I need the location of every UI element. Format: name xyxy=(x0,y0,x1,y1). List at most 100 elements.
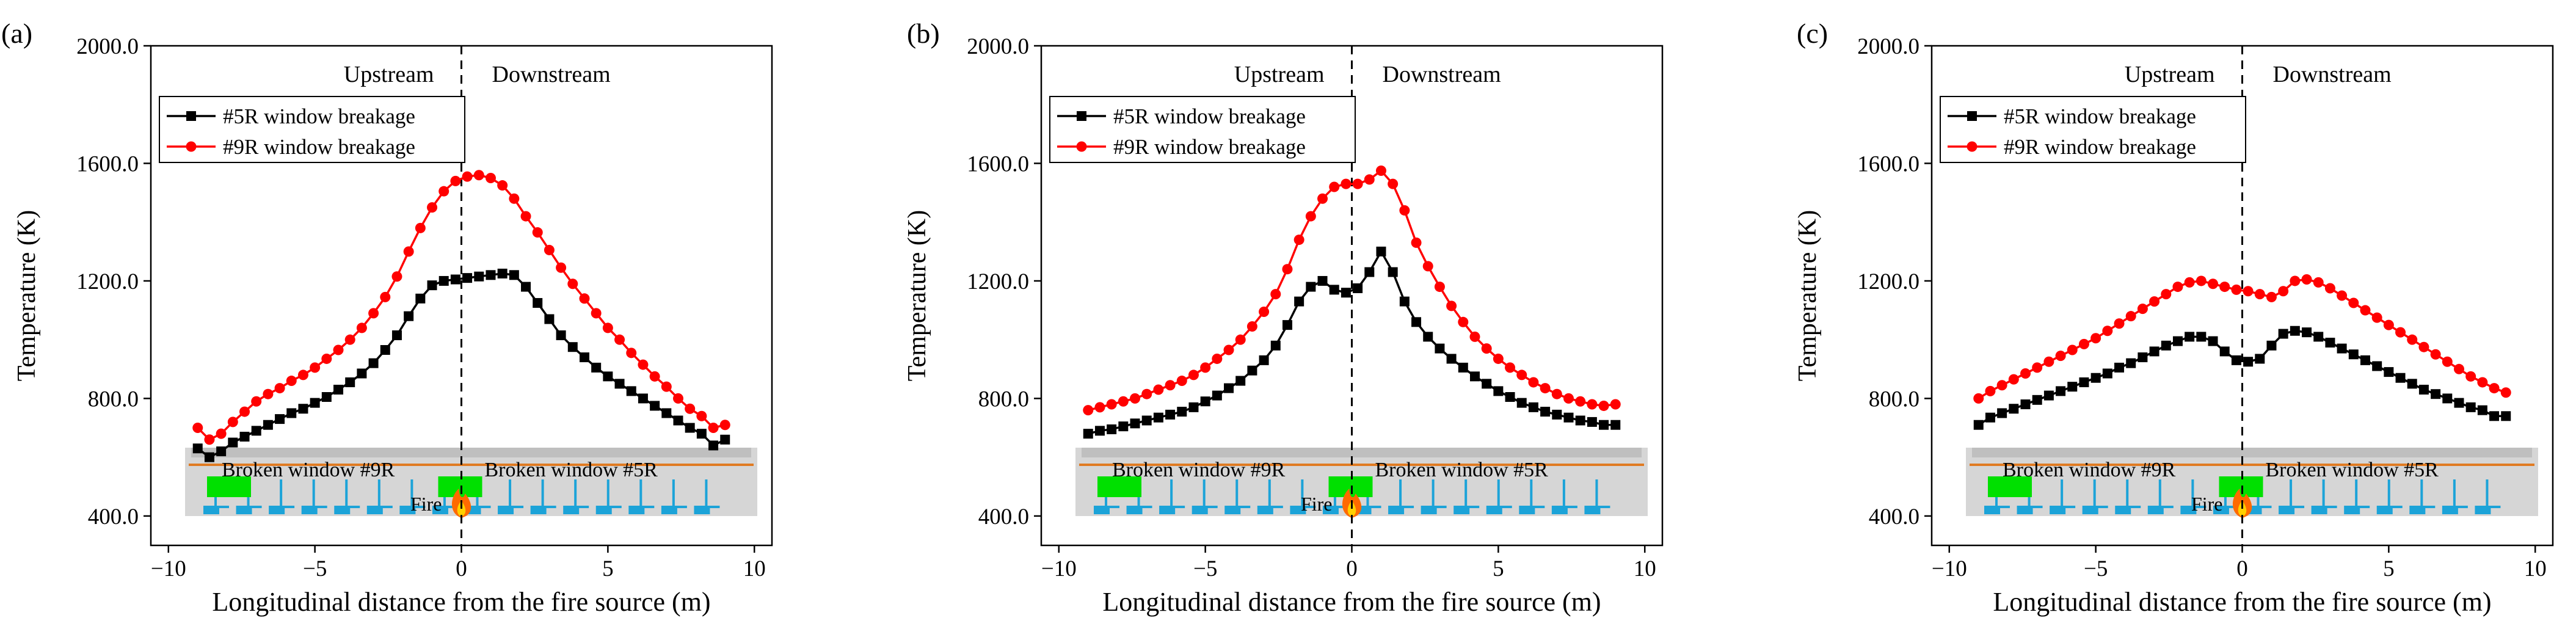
platform-block xyxy=(2376,506,2393,514)
data-point xyxy=(1353,283,1363,293)
platform-block xyxy=(399,506,416,514)
upstream-label: Upstream xyxy=(1234,62,1325,87)
data-point xyxy=(1118,396,1129,407)
data-point xyxy=(2161,340,2171,351)
data-point xyxy=(356,322,367,333)
data-point xyxy=(2090,373,2101,383)
data-point xyxy=(509,193,520,204)
tunnel-schematic: Broken window #9R Broken window #5R Fire xyxy=(185,448,757,518)
data-point xyxy=(1259,306,1270,317)
data-point xyxy=(591,362,602,373)
data-point xyxy=(521,282,531,292)
data-point xyxy=(2313,332,2324,342)
y-tick-label: 2000.0 xyxy=(967,34,1029,59)
data-point xyxy=(2407,379,2417,389)
x-tick-label: 10 xyxy=(743,556,766,581)
data-point xyxy=(1446,354,1457,364)
data-point xyxy=(661,381,672,392)
platform-block xyxy=(334,506,351,514)
series-9r xyxy=(192,170,730,445)
data-point xyxy=(1528,402,1538,412)
data-point xyxy=(297,369,308,380)
platform-block xyxy=(1159,506,1176,514)
platform-block xyxy=(2017,506,2033,514)
data-point xyxy=(1587,399,1598,410)
series-line xyxy=(1977,329,2506,426)
data-point xyxy=(1141,388,1152,399)
data-point xyxy=(556,330,566,340)
data-point xyxy=(2125,311,2136,322)
platform-block xyxy=(1094,506,1110,514)
y-axis-label: Temperature (K) xyxy=(13,210,41,381)
data-point xyxy=(2360,355,2370,365)
broken-window-9r xyxy=(1988,476,2032,497)
fire-label: Fire xyxy=(2191,493,2223,515)
data-point xyxy=(1282,320,1292,330)
data-point xyxy=(485,173,496,184)
data-point xyxy=(579,352,589,363)
data-point xyxy=(2009,404,2019,414)
data-point xyxy=(1141,415,1152,426)
data-point xyxy=(2185,332,2195,342)
legend-marker xyxy=(186,141,197,152)
schematic-label-right: Broken window #5R xyxy=(1375,459,1549,481)
data-point xyxy=(638,393,648,404)
data-point xyxy=(638,359,649,370)
y-tick-label: 1200.0 xyxy=(76,269,139,294)
data-point xyxy=(2032,362,2043,373)
x-tick-label: −10 xyxy=(151,556,186,581)
data-point xyxy=(251,396,262,407)
data-point xyxy=(2278,286,2289,297)
data-point xyxy=(1505,362,1516,373)
data-point xyxy=(239,431,250,442)
data-point xyxy=(1493,353,1504,364)
data-point xyxy=(1270,289,1281,300)
data-point xyxy=(603,371,613,382)
x-tick-label: 10 xyxy=(2524,556,2547,581)
data-point xyxy=(2430,349,2441,360)
data-point xyxy=(2372,361,2382,371)
y-tick-label: 1200.0 xyxy=(1857,269,1919,294)
y-axis-label: Temperature (K) xyxy=(1794,210,1822,381)
data-point xyxy=(357,368,367,379)
data-point xyxy=(2114,318,2125,329)
data-point xyxy=(1422,261,1433,272)
data-point xyxy=(1375,166,1386,176)
upstream-label: Upstream xyxy=(2125,62,2215,87)
data-point xyxy=(544,244,555,255)
data-point xyxy=(1435,343,1445,354)
data-point xyxy=(2184,277,2195,288)
data-point xyxy=(2032,395,2042,405)
y-tick-label: 1200.0 xyxy=(967,269,1029,294)
data-point xyxy=(228,437,238,448)
tunnel-schematic: Broken window #9R Broken window #5R Fire xyxy=(1966,448,2538,518)
data-point xyxy=(661,408,672,418)
data-point xyxy=(192,443,203,454)
schematic-label-left: Broken window #9R xyxy=(222,459,395,481)
data-point xyxy=(1176,376,1187,387)
platform-block xyxy=(1257,506,1273,514)
data-point xyxy=(2453,363,2464,374)
series-line xyxy=(1088,169,1616,412)
platform-block xyxy=(1551,506,1568,514)
y-tick-label: 400.0 xyxy=(1869,504,1919,530)
data-point xyxy=(1282,264,1293,275)
data-point xyxy=(462,171,473,182)
data-point xyxy=(720,434,730,445)
platform-block xyxy=(236,506,252,514)
schematic-label-right: Broken window #5R xyxy=(485,459,658,481)
data-point xyxy=(1165,380,1176,391)
data-point xyxy=(1083,429,1093,439)
data-point xyxy=(1094,402,1105,413)
data-point xyxy=(2500,387,2511,398)
data-point xyxy=(1341,178,1352,189)
data-point xyxy=(1306,282,1316,292)
data-point xyxy=(450,274,460,285)
panel-label: (b) xyxy=(907,18,940,49)
data-point xyxy=(1364,174,1375,185)
data-point xyxy=(1235,334,1246,345)
data-point xyxy=(1411,237,1422,248)
data-point xyxy=(415,222,426,233)
data-point xyxy=(1458,362,1468,373)
data-point xyxy=(1528,377,1539,388)
